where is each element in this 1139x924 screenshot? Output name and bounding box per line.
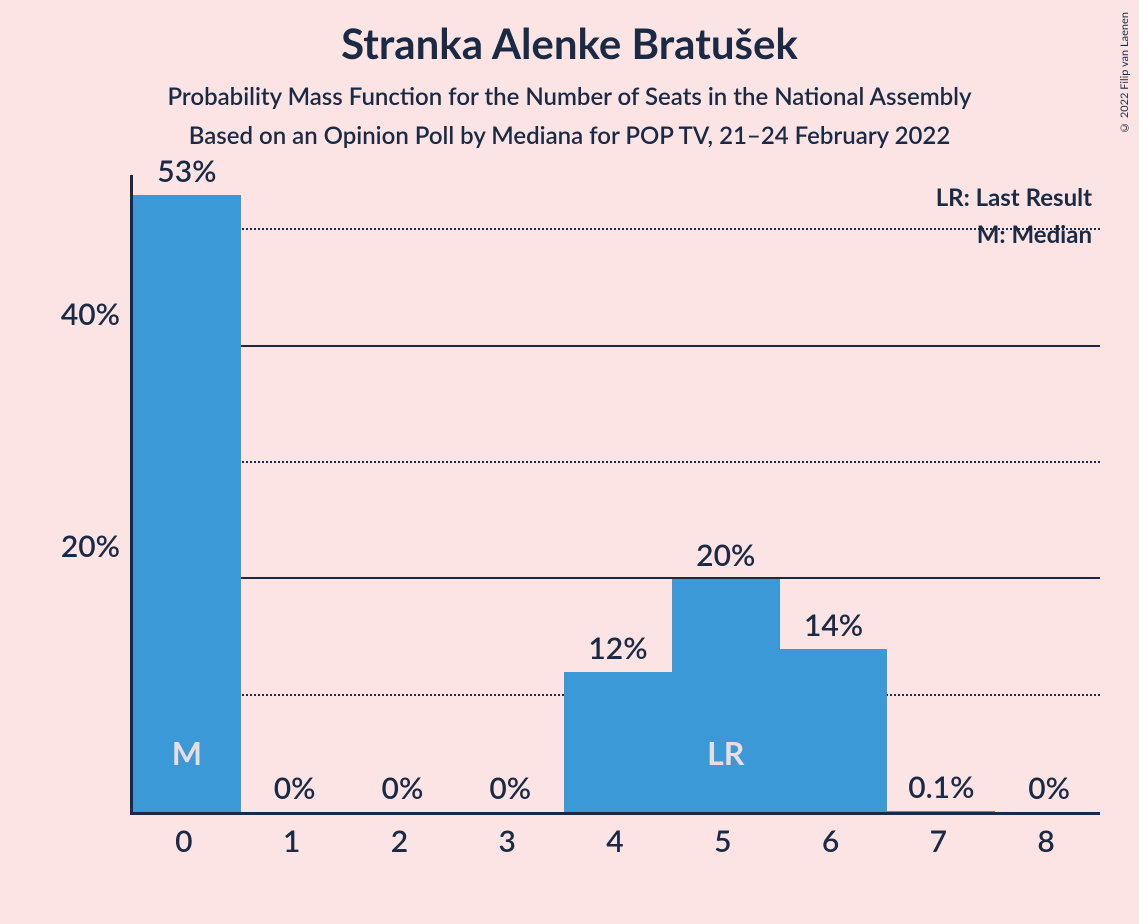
x-tick-label: 4	[561, 823, 669, 859]
bar-value-label: 0%	[455, 770, 565, 806]
bar	[672, 579, 780, 812]
bar-inner-label: M	[172, 733, 202, 772]
x-tick-label: 8	[992, 823, 1100, 859]
y-tick-label: 20%	[40, 528, 120, 564]
bars-group: 53%M0%0%0%12%20%LR14%0.1%0%	[133, 175, 1100, 812]
bar-slot: 0%	[349, 172, 457, 812]
x-tick-label: 2	[345, 823, 453, 859]
bar-value-label: 14%	[779, 607, 889, 643]
y-tick-label: 40%	[40, 296, 120, 332]
x-tick-label: 0	[130, 823, 238, 859]
bar-value-label: 53%	[132, 153, 242, 189]
bar	[564, 672, 672, 812]
bar-value-label: 0%	[347, 770, 457, 806]
chart-subtitle-2: Based on an Opinion Poll by Mediana for …	[0, 121, 1139, 150]
x-tick-label: 3	[453, 823, 561, 859]
title-block: Stranka Alenke Bratušek Probability Mass…	[0, 0, 1139, 150]
copyright-text: © 2022 Filip van Laenen	[1118, 12, 1131, 134]
bar-value-label: 12%	[563, 630, 673, 666]
bar-slot: 0%	[456, 172, 564, 812]
bar-slot: 20% LR	[672, 172, 780, 812]
bar	[887, 811, 995, 812]
bar	[133, 195, 241, 812]
bar-slot: 0%	[995, 172, 1103, 812]
x-tick-label: 5	[669, 823, 777, 859]
chart-subtitle-1: Probability Mass Function for the Number…	[0, 82, 1139, 111]
bar-value-label: 0%	[240, 770, 350, 806]
chart-container: LR: Last Result M: Median 53%M0%0%0%12%2…	[60, 175, 1100, 875]
bar-slot: 12%	[564, 172, 672, 812]
bar-slot: 0%	[241, 172, 349, 812]
bar	[780, 649, 888, 812]
bar-slot: 0.1%	[887, 172, 995, 812]
bar-value-label: 20%	[671, 537, 781, 573]
x-tick-label: 7	[884, 823, 992, 859]
plot-area: LR: Last Result M: Median 53%M0%0%0%12%2…	[130, 175, 1100, 815]
bar-slot: 14%	[780, 172, 888, 812]
bar-value-label: 0%	[994, 770, 1104, 806]
x-tick-label: 6	[777, 823, 885, 859]
chart-title: Stranka Alenke Bratušek	[0, 18, 1139, 68]
bar-inner-label: LR	[707, 733, 744, 772]
bar-slot: 53%M	[133, 172, 241, 812]
x-tick-label: 1	[238, 823, 346, 859]
bar-value-label: 0.1%	[886, 769, 996, 805]
